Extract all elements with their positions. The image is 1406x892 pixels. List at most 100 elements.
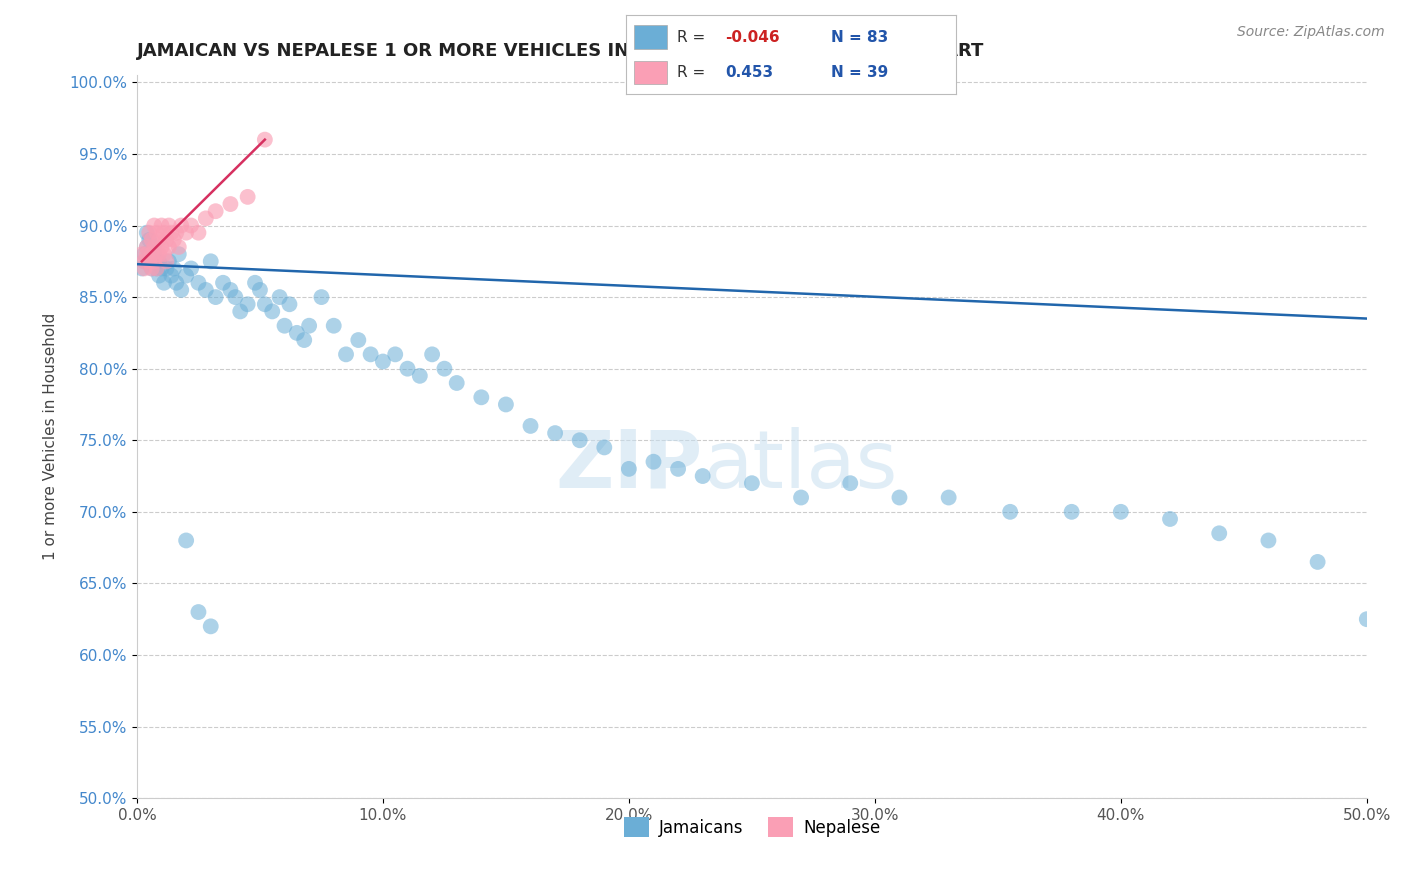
Point: [131, 261, 153, 276]
Point: [160, 268, 183, 283]
Point: [998, 505, 1021, 519]
Point: [148, 254, 170, 268]
Point: [174, 226, 197, 240]
Point: [150, 240, 173, 254]
Point: [360, 347, 382, 361]
Point: [153, 226, 176, 240]
Point: [298, 318, 321, 333]
Point: [446, 376, 468, 390]
Point: [243, 276, 266, 290]
Point: [143, 240, 166, 254]
Y-axis label: 1 or more Vehicles in Household: 1 or more Vehicles in Household: [44, 313, 58, 560]
Point: [138, 233, 160, 247]
Text: R =: R =: [676, 65, 710, 80]
Text: R =: R =: [676, 29, 710, 45]
Point: [153, 276, 176, 290]
Point: [236, 190, 259, 204]
Point: [157, 240, 180, 254]
Point: [249, 283, 271, 297]
Point: [1208, 526, 1230, 541]
Point: [568, 434, 591, 448]
Point: [165, 276, 187, 290]
Point: [396, 361, 419, 376]
Point: [790, 491, 813, 505]
Text: 0.453: 0.453: [725, 65, 773, 80]
Point: [420, 347, 443, 361]
Point: [143, 247, 166, 261]
Point: [155, 261, 177, 276]
Point: [134, 254, 156, 268]
Point: [741, 476, 763, 491]
Text: Source: ZipAtlas.com: Source: ZipAtlas.com: [1237, 25, 1385, 39]
Point: [155, 233, 177, 247]
Point: [141, 233, 163, 247]
Point: [165, 226, 187, 240]
Text: ZIP: ZIP: [555, 426, 703, 505]
Point: [269, 290, 291, 304]
Point: [145, 254, 167, 268]
Point: [187, 605, 209, 619]
Point: [285, 326, 308, 340]
Point: [292, 333, 315, 347]
Point: [134, 247, 156, 261]
Point: [224, 290, 246, 304]
Point: [409, 368, 432, 383]
Point: [135, 240, 157, 254]
Point: [138, 226, 160, 240]
Point: [174, 268, 197, 283]
Point: [150, 261, 173, 276]
Point: [666, 462, 689, 476]
Point: [278, 297, 301, 311]
Point: [148, 233, 170, 247]
Point: [236, 297, 259, 311]
Point: [519, 419, 541, 434]
Point: [131, 247, 153, 261]
Point: [1306, 555, 1329, 569]
Point: [170, 283, 193, 297]
Point: [145, 226, 167, 240]
Point: [212, 276, 235, 290]
Point: [889, 491, 911, 505]
Point: [593, 441, 616, 455]
Point: [143, 240, 166, 254]
Point: [135, 226, 157, 240]
Point: [148, 268, 170, 283]
Point: [141, 261, 163, 276]
Point: [692, 469, 714, 483]
Point: [141, 261, 163, 276]
Point: [253, 133, 276, 147]
Point: [163, 233, 186, 247]
Point: [170, 219, 193, 233]
Text: atlas: atlas: [703, 426, 897, 505]
Point: [167, 240, 190, 254]
Point: [219, 283, 242, 297]
Point: [148, 247, 170, 261]
Point: [253, 297, 276, 311]
Point: [194, 283, 217, 297]
Point: [194, 211, 217, 226]
Point: [134, 261, 156, 276]
Point: [1355, 612, 1378, 626]
Point: [200, 619, 222, 633]
Point: [1159, 512, 1181, 526]
Point: [335, 347, 357, 361]
Point: [204, 204, 226, 219]
Point: [145, 261, 167, 276]
Text: -0.046: -0.046: [725, 29, 779, 45]
Text: JAMAICAN VS NEPALESE 1 OR MORE VEHICLES IN HOUSEHOLD CORRELATION CHART: JAMAICAN VS NEPALESE 1 OR MORE VEHICLES …: [136, 42, 984, 60]
Point: [157, 219, 180, 233]
Legend: Jamaicans, Nepalese: Jamaicans, Nepalese: [617, 810, 887, 844]
Point: [157, 254, 180, 268]
Point: [938, 491, 960, 505]
Point: [153, 247, 176, 261]
Point: [135, 247, 157, 261]
Point: [145, 261, 167, 276]
Point: [204, 290, 226, 304]
Point: [1060, 505, 1083, 519]
Point: [433, 361, 456, 376]
FancyBboxPatch shape: [634, 61, 666, 84]
Point: [371, 354, 394, 368]
Point: [163, 261, 186, 276]
Point: [643, 455, 665, 469]
Point: [145, 247, 167, 261]
